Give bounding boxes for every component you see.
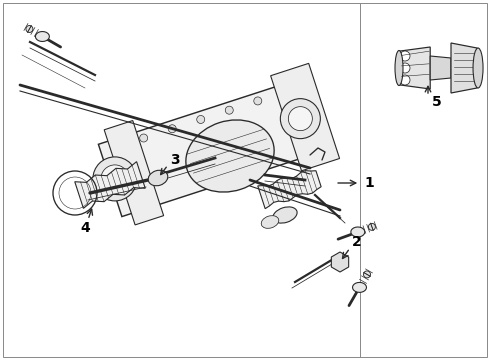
Polygon shape xyxy=(352,282,367,292)
Ellipse shape xyxy=(395,50,403,86)
Polygon shape xyxy=(351,227,365,237)
Polygon shape xyxy=(75,162,145,208)
Polygon shape xyxy=(98,80,321,217)
Text: 3: 3 xyxy=(170,153,180,167)
Polygon shape xyxy=(364,271,370,278)
Polygon shape xyxy=(430,56,451,80)
Circle shape xyxy=(254,97,262,105)
Text: 1: 1 xyxy=(364,176,374,190)
Circle shape xyxy=(196,116,205,123)
Circle shape xyxy=(168,125,176,133)
Text: 2: 2 xyxy=(352,235,362,249)
Circle shape xyxy=(101,165,129,193)
Circle shape xyxy=(93,157,137,201)
Ellipse shape xyxy=(148,170,168,186)
Polygon shape xyxy=(258,171,321,209)
Ellipse shape xyxy=(273,207,297,223)
Ellipse shape xyxy=(186,120,274,192)
Circle shape xyxy=(400,75,410,85)
Polygon shape xyxy=(399,47,430,89)
Circle shape xyxy=(280,99,320,139)
Ellipse shape xyxy=(473,48,483,88)
Polygon shape xyxy=(104,121,164,225)
Circle shape xyxy=(400,51,410,61)
Text: 5: 5 xyxy=(432,95,442,109)
Polygon shape xyxy=(368,223,375,230)
Polygon shape xyxy=(35,32,49,41)
Polygon shape xyxy=(26,26,33,32)
Circle shape xyxy=(288,107,312,131)
Circle shape xyxy=(225,106,233,114)
Polygon shape xyxy=(331,252,349,272)
Text: 4: 4 xyxy=(80,221,90,235)
Polygon shape xyxy=(451,43,477,93)
Circle shape xyxy=(140,134,147,142)
Polygon shape xyxy=(270,63,340,171)
Ellipse shape xyxy=(261,216,279,228)
Circle shape xyxy=(400,63,410,73)
